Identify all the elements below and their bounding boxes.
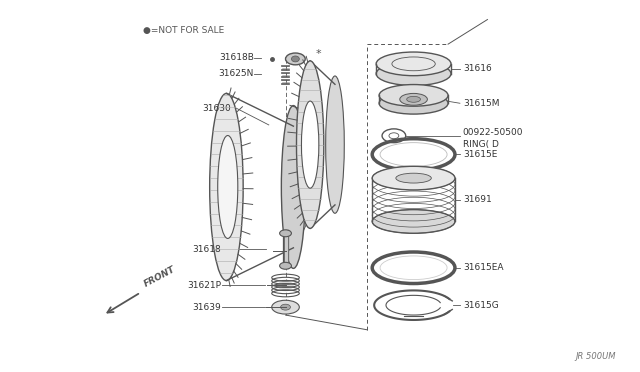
Text: 31615EA: 31615EA [463,263,503,272]
Ellipse shape [406,96,420,102]
Ellipse shape [218,135,238,238]
Ellipse shape [301,101,319,188]
Text: 31625N: 31625N [219,69,254,78]
Ellipse shape [326,76,344,213]
Text: 31616: 31616 [463,64,492,73]
Ellipse shape [379,84,448,106]
Ellipse shape [376,62,451,86]
Text: 31615M: 31615M [463,99,499,108]
Text: 31630: 31630 [203,104,231,113]
Text: JR 500UM: JR 500UM [575,352,616,361]
Ellipse shape [296,61,324,228]
Ellipse shape [280,304,291,310]
Text: RING( D: RING( D [463,140,499,149]
Ellipse shape [277,281,294,290]
Text: 31691: 31691 [463,195,492,204]
Ellipse shape [282,106,305,269]
Ellipse shape [372,166,455,190]
Text: ●=NOT FOR SALE: ●=NOT FOR SALE [143,26,224,35]
Ellipse shape [396,173,431,183]
Ellipse shape [380,142,447,166]
Ellipse shape [280,230,291,237]
Text: 31618B: 31618B [219,54,254,62]
Ellipse shape [376,52,451,76]
Text: 31615G: 31615G [463,301,499,310]
Ellipse shape [280,262,291,269]
Ellipse shape [272,300,300,314]
Ellipse shape [379,92,448,114]
Text: FRONT: FRONT [143,264,177,288]
Text: *: * [316,49,321,59]
Ellipse shape [285,53,305,65]
Text: 31618: 31618 [193,244,221,254]
Ellipse shape [400,93,428,105]
Text: 31615E: 31615E [463,150,497,159]
Text: 31639: 31639 [193,303,221,312]
Ellipse shape [291,56,300,62]
Text: 31621P: 31621P [188,281,221,290]
Ellipse shape [380,256,447,280]
Ellipse shape [210,93,243,280]
Ellipse shape [372,210,455,233]
Text: 00922-50500: 00922-50500 [463,128,524,137]
